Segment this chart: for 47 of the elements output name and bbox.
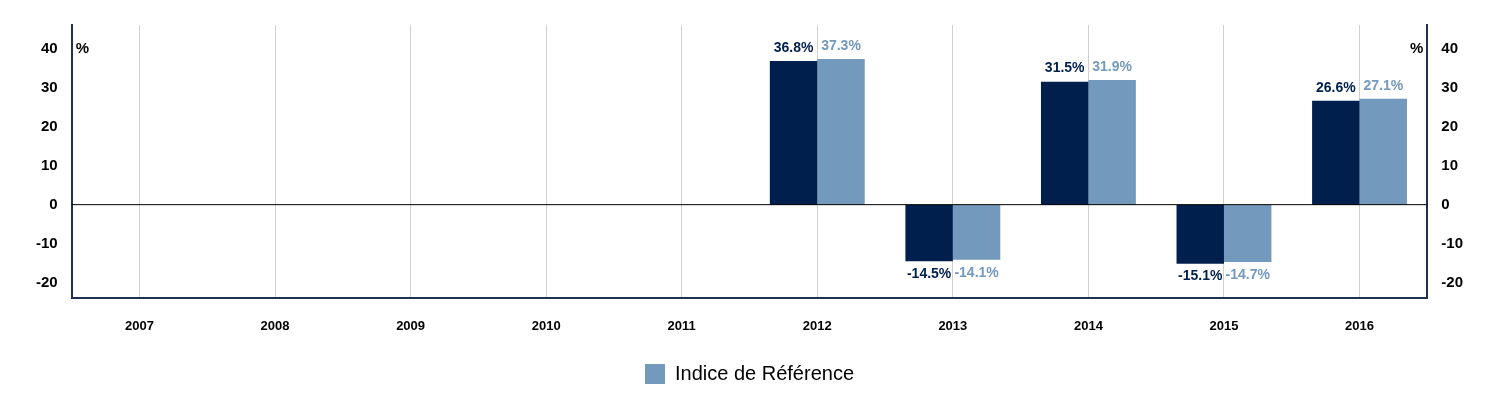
x-tick-label: 2011 <box>667 317 696 333</box>
y-tick-label: 40 <box>40 38 58 56</box>
y2-tick-label: 40 <box>1441 38 1459 56</box>
y2-tick-label: -20 <box>1441 272 1464 290</box>
y2-tick-label: 20 <box>1441 116 1459 134</box>
bar <box>905 204 953 262</box>
x-tick-label: 2010 <box>531 317 561 333</box>
x-tick-label: 2012 <box>802 317 832 333</box>
y-tick-label: 10 <box>40 155 58 173</box>
bar <box>1312 100 1360 205</box>
data-label: 27.1% <box>1363 76 1404 93</box>
data-label: -14.5% <box>906 265 952 282</box>
y2-tick-label: -10 <box>1441 233 1464 251</box>
y2-tick-label: 0 <box>1441 194 1450 212</box>
bar <box>952 204 1001 260</box>
bar <box>817 58 865 205</box>
legend-label: Indice de Référence <box>675 361 855 384</box>
data-label: 31.9% <box>1092 57 1133 74</box>
data-label: 31.5% <box>1044 59 1086 76</box>
bar <box>769 60 818 205</box>
bar <box>1223 204 1272 263</box>
bar <box>1040 81 1089 205</box>
x-tick-label: 2008 <box>260 317 290 333</box>
x-tick-label: 2014 <box>1073 317 1104 333</box>
y-tick-label: 0 <box>49 194 58 212</box>
bar <box>1176 204 1224 264</box>
bar <box>1359 98 1407 205</box>
y-tick-label: -10 <box>35 233 58 251</box>
data-label: 36.8% <box>773 38 814 55</box>
data-label: -14.1% <box>954 263 1000 280</box>
x-tick-label: 2007 <box>125 317 154 333</box>
x-tick-label: 2015 <box>1209 317 1239 333</box>
x-tick-label: 2009 <box>396 317 426 333</box>
data-label: 26.6% <box>1315 78 1357 95</box>
y-tick-label: -20 <box>35 272 58 290</box>
y2-tick-label: 10 <box>1441 155 1459 173</box>
y-tick-label: 20 <box>40 116 58 134</box>
y-tick-label: 30 <box>40 77 58 95</box>
data-label: -15.1% <box>1178 267 1223 284</box>
data-label: -14.7% <box>1225 265 1271 282</box>
data-label: 37.3% <box>821 36 862 53</box>
y-axis-title: % <box>75 38 90 56</box>
y2-tick-label: 30 <box>1441 77 1459 95</box>
y2-axis-title: % <box>1409 38 1424 56</box>
x-tick-label: 2016 <box>1345 317 1374 333</box>
bar <box>1088 80 1136 205</box>
x-tick-label: 2013 <box>938 317 968 333</box>
